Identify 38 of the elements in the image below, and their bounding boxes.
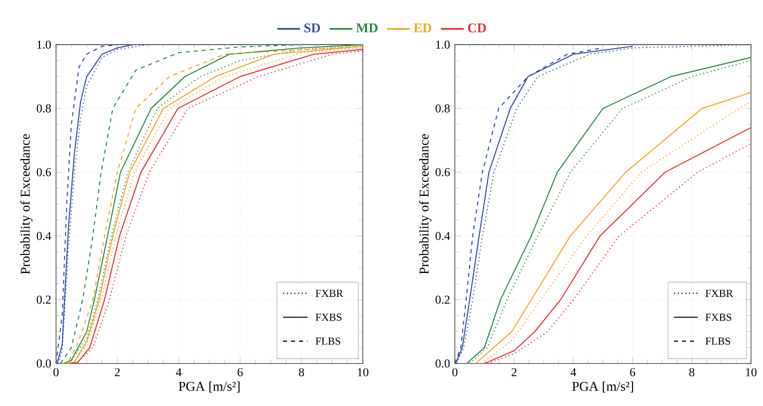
y-tick-label: 0.8	[36, 104, 51, 113]
x-tick-label: 4	[570, 368, 576, 376]
y-tick-label: 0.2	[36, 296, 51, 304]
legend-label: CD	[468, 24, 486, 33]
x-tick-label: 10	[746, 368, 757, 377]
x-tick-label: 8	[689, 368, 694, 377]
x-axis-title: PGA [m/s²]	[572, 382, 634, 393]
x-tick-label: 4	[176, 368, 182, 376]
y-axis-title: Probability of Exceedance	[20, 134, 32, 274]
legend-label: MD	[356, 24, 378, 33]
annotation: FXBR	[316, 290, 344, 298]
x-tick-label: 6	[630, 368, 636, 377]
y-tick-label: 0.4	[436, 232, 450, 240]
annotation: FLBS	[706, 338, 730, 345]
x-tick-label: 8	[298, 368, 304, 377]
y-tick-label: 0.0	[436, 360, 450, 368]
legend-label: ED	[414, 24, 432, 33]
legend-label: SD	[304, 24, 320, 33]
y-tick-label: 0.4	[36, 232, 52, 240]
x-tick-label: 10	[358, 368, 368, 377]
x-tick-label: 0	[452, 368, 458, 377]
y-tick-label: 0.2	[436, 296, 450, 304]
x-tick-label: 0	[53, 368, 59, 377]
y-axis-title: Probability of Exceedance	[419, 134, 432, 274]
y-tick-label: 0.6	[436, 168, 450, 177]
x-tick-label: 2	[114, 368, 120, 376]
annotation: FLBS	[316, 338, 340, 345]
y-tick-label: 0.0	[36, 360, 51, 368]
y-tick-label: 0.6	[36, 168, 51, 177]
y-tick-label: 1.0	[436, 40, 450, 49]
y-tick-label: 0.8	[436, 104, 450, 113]
annotation: FXBS	[316, 314, 342, 322]
x-tick-label: 6	[238, 368, 243, 377]
annotation: FXBR	[706, 290, 734, 298]
annotation: FXBS	[706, 314, 732, 322]
x-tick-label: 2	[512, 368, 516, 376]
x-axis-title: PGA [m/s²]	[178, 382, 240, 393]
y-tick-label: 1.0	[37, 40, 51, 49]
